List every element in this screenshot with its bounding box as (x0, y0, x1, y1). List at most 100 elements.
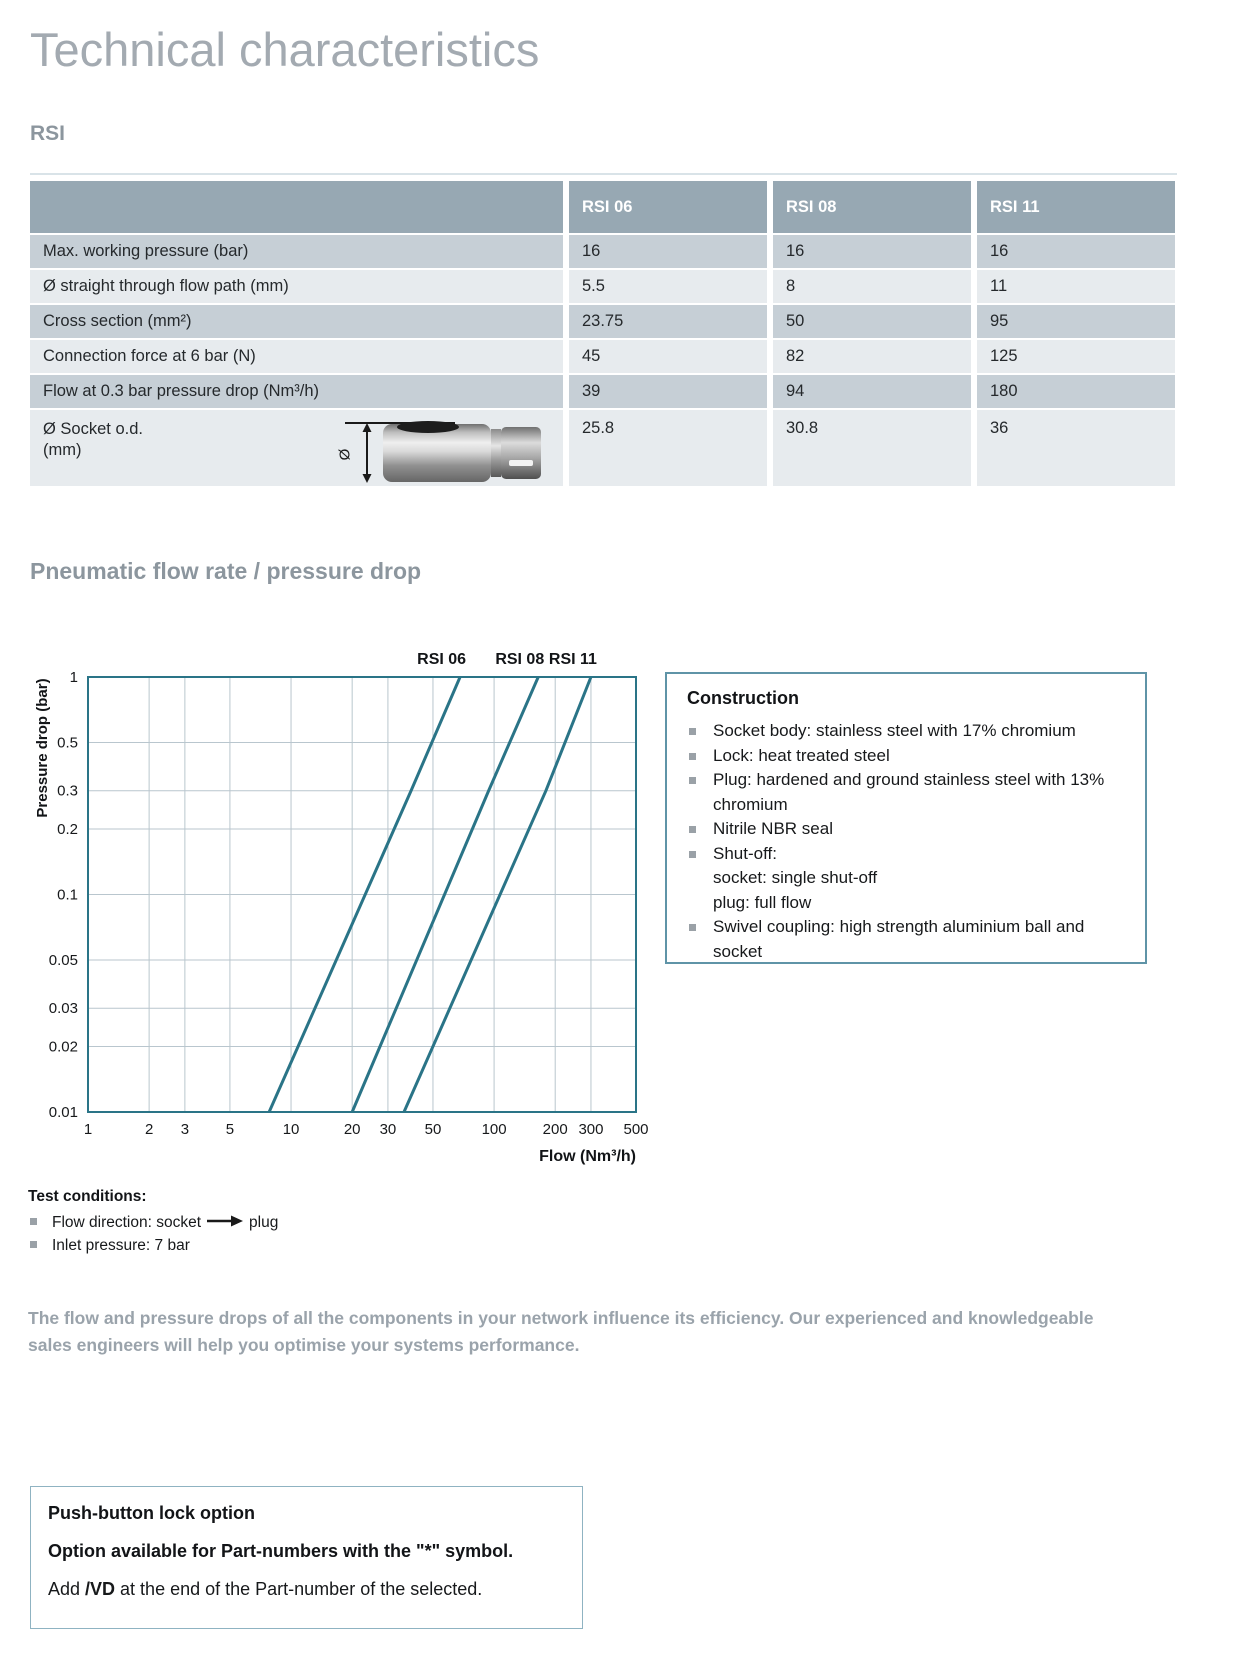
test-conditions-title: Test conditions: (28, 1188, 147, 1205)
table-top-rule (30, 173, 1177, 175)
row-label-line1: Ø Socket o.d. (43, 420, 143, 438)
row-label-cell: Max. working pressure (bar) (30, 235, 563, 268)
coupling-collar-image (491, 429, 501, 477)
table-value-cell: 16 (569, 235, 767, 268)
table-value-cell: 36 (977, 410, 1175, 486)
push-option-instruction-suffix: at the end of the Part-number of the sel… (115, 1579, 483, 1599)
table-value-cell: 25.8 (569, 410, 767, 486)
test-conditions: Test conditions: Flow direction: socket p… (28, 1188, 278, 1258)
series-label: RSI 11 (549, 651, 597, 668)
table-value-cell: 45 (569, 340, 767, 373)
row-label: Cross section (mm²) (43, 312, 192, 330)
row-label: Max. working pressure (bar) (43, 242, 249, 260)
construction-item: Plug: hardened and ground stainless stee… (687, 768, 1127, 817)
plot-border (87, 676, 637, 1113)
x-axis-title: Flow (Nm³/h) (539, 1148, 636, 1165)
section-heading-chart: Pneumatic flow rate / pressure drop (30, 558, 422, 584)
construction-item: Socket body: stainless steel with 17% ch… (687, 719, 1127, 744)
x-tick-label: 10 (283, 1121, 300, 1138)
row-label-cell: Ø straight through flow path (mm) (30, 270, 563, 303)
flow-direction-from: Flow direction: socket (52, 1214, 202, 1231)
row-label-cell: Cross section (mm²) (30, 305, 563, 338)
y-axis-title: Pressure drop (bar) (34, 678, 51, 817)
x-tick-label: 100 (482, 1121, 507, 1138)
y-tick-label: 0.03 (49, 1000, 78, 1017)
x-tick-label: 30 (380, 1121, 397, 1138)
dimension-reference-line (345, 422, 455, 424)
lead-paragraph-line: The flow and pressure drops of all the c… (28, 1308, 1094, 1328)
row-label: Connection force at 6 bar (N) (43, 347, 256, 365)
construction-item: Shut-off: (687, 842, 1127, 867)
specification-table: RSI 06 RSI 08 RSI 11 Max. working pressure … (30, 181, 1177, 488)
table-value-cell: 30.8 (773, 410, 971, 486)
y-tick-label: 0.5 (57, 734, 78, 751)
x-tick-label: 200 (543, 1121, 568, 1138)
construction-item: Nitrile NBR seal (687, 817, 1127, 842)
table-value-cell: 95 (977, 305, 1175, 338)
flow-pressure-chart: RSI 06 RSI 08 RSI 11 1 2 3 5 10 20 30 50 100 200 300 5… (8, 598, 688, 1198)
table-value-cell: 16 (773, 235, 971, 268)
y-tick-label: 0.1 (57, 887, 78, 904)
x-tick-label: 50 (425, 1121, 442, 1138)
x-tick-label: 20 (344, 1121, 361, 1138)
table-corner-cell (30, 181, 563, 233)
construction-list: Socket body: stainless steel with 17% ch… (687, 719, 1127, 964)
x-tick-label: 5 (226, 1121, 234, 1138)
coupling-nut-image (501, 427, 541, 479)
table-value-cell: 39 (569, 375, 767, 408)
test-condition-item: Flow direction: socket plug (28, 1212, 278, 1233)
push-option-suffix-code: /VD (85, 1579, 116, 1599)
series-label: RSI 08 (495, 651, 544, 668)
test-condition-item: Inlet pressure: 7 bar (28, 1235, 278, 1256)
construction-box: Construction Socket body: stainless stee… (665, 672, 1147, 964)
row-label-cell: Ø Socket o.d. (mm) Ø (30, 410, 563, 486)
row-label: Ø straight through flow path (mm) (43, 277, 289, 295)
coupling-nut-slot-image (509, 460, 533, 466)
y-tick-label: 0.02 (49, 1039, 78, 1056)
row-label-line2: (mm) (43, 441, 82, 459)
construction-item: Swivel coupling: high strength aluminium… (687, 915, 1127, 964)
column-header: RSI 08 (773, 181, 971, 233)
table-header-row: RSI 06 RSI 08 RSI 11 (30, 181, 1177, 233)
x-tick-label: 3 (181, 1121, 189, 1138)
construction-title: Construction (687, 688, 799, 708)
row-label-cell: Connection force at 6 bar (N) (30, 340, 563, 373)
x-tick-label: 500 (623, 1121, 648, 1138)
row-label-cell: Flow at 0.3 bar pressure drop (Nm³/h) (30, 375, 563, 408)
row-label: Ø Socket o.d. (mm) (43, 419, 143, 461)
table-value-cell: 125 (977, 340, 1175, 373)
table-row: Cross section (mm²) 23.75 50 95 (30, 305, 1177, 338)
chart-canvas: RSI 06 RSI 08 RSI 11 1 2 3 5 10 20 30 50 100 200 300 5… (34, 651, 649, 1165)
table-value-cell: 82 (773, 340, 971, 373)
y-tick-label: 1 (70, 669, 78, 686)
table-row: Max. working pressure (bar) 16 16 16 (30, 235, 1177, 268)
construction-sub-item: plug: full flow (713, 892, 812, 912)
table-value-cell: 16 (977, 235, 1175, 268)
y-tick-label: 0.01 (49, 1104, 78, 1121)
push-option-instruction: Add /VD at the end of the Part-number of… (48, 1579, 582, 1600)
page-title: Technical characteristics (30, 23, 540, 76)
coupling-seal-image (397, 421, 459, 433)
push-option-availability: Option available for Part-numbers with t… (48, 1541, 514, 1561)
table-row: Ø Socket o.d. (mm) Ø 25.8 30.8 36 (30, 410, 1177, 486)
flow-direction-arrow-icon (207, 1212, 244, 1233)
socket-photo: Ø (336, 420, 545, 484)
series-label: RSI 06 (417, 651, 466, 668)
table-value-cell: 8 (773, 270, 971, 303)
diameter-symbol: Ø (336, 448, 354, 461)
flow-direction-to: plug (249, 1214, 279, 1231)
column-header: RSI 11 (977, 181, 1175, 233)
lead-paragraph-line: sales engineers will help you optimise y… (28, 1335, 580, 1355)
x-tick-label: 300 (578, 1121, 603, 1138)
table-row: Flow at 0.3 bar pressure drop (Nm³/h) 39 9… (30, 375, 1177, 408)
series-line-rsi-11 (402, 676, 593, 1113)
y-tick-label: 0.05 (49, 952, 78, 969)
table-value-cell: 5.5 (569, 270, 767, 303)
push-option-title: Push-button lock option (48, 1503, 255, 1523)
section-heading-rsi: RSI (30, 122, 66, 145)
table-row: Connection force at 6 bar (N) 45 82 125 (30, 340, 1177, 373)
column-header: RSI 06 (569, 181, 767, 233)
lead-paragraph: The flow and pressure drops of all the c… (28, 1305, 1123, 1359)
table-row: Ø straight through flow path (mm) 5.5 8 11 (30, 270, 1177, 303)
